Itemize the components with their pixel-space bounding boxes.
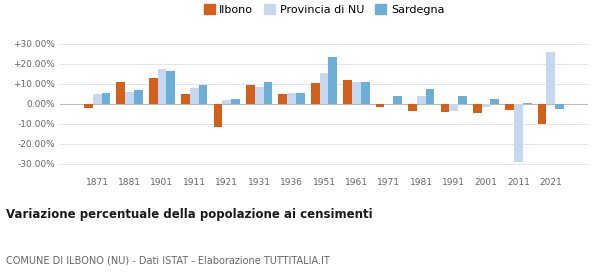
Bar [376,104,385,107]
Bar [93,94,101,104]
Bar [425,88,434,104]
Bar [352,81,361,104]
Bar [278,94,287,104]
Bar [263,81,272,104]
Bar [246,85,255,104]
Bar [255,87,263,104]
Bar [101,93,110,104]
Bar [449,104,458,111]
Bar [523,102,532,104]
Bar [473,104,482,113]
Bar [490,99,499,104]
Bar [311,83,320,104]
Bar [482,104,490,107]
Bar [84,104,93,108]
Bar [134,90,143,104]
Bar [328,57,337,104]
Bar [458,95,467,104]
Bar [408,104,417,111]
Bar [296,93,305,104]
Bar [343,80,352,104]
Text: Variazione percentuale della popolazione ai censimenti: Variazione percentuale della popolazione… [6,208,373,221]
Bar [417,95,425,104]
Bar [505,104,514,109]
Bar [393,95,402,104]
Bar [231,99,240,104]
Text: COMUNE DI ILBONO (NU) - Dati ISTAT - Elaborazione TUTTITALIA.IT: COMUNE DI ILBONO (NU) - Dati ISTAT - Ela… [6,255,330,265]
Bar [158,69,166,104]
Bar [440,104,449,112]
Bar [361,81,370,104]
Bar [149,78,158,104]
Bar [166,71,175,104]
Bar [223,100,231,104]
Bar [287,93,296,104]
Bar [555,104,564,109]
Bar [547,52,555,104]
Legend: Ilbono, Provincia di NU, Sardegna: Ilbono, Provincia di NU, Sardegna [199,0,449,19]
Bar [320,73,328,104]
Bar [190,88,199,104]
Bar [538,104,547,123]
Bar [214,104,223,127]
Bar [181,94,190,104]
Bar [116,81,125,104]
Bar [514,104,523,162]
Bar [125,92,134,104]
Bar [199,85,208,104]
